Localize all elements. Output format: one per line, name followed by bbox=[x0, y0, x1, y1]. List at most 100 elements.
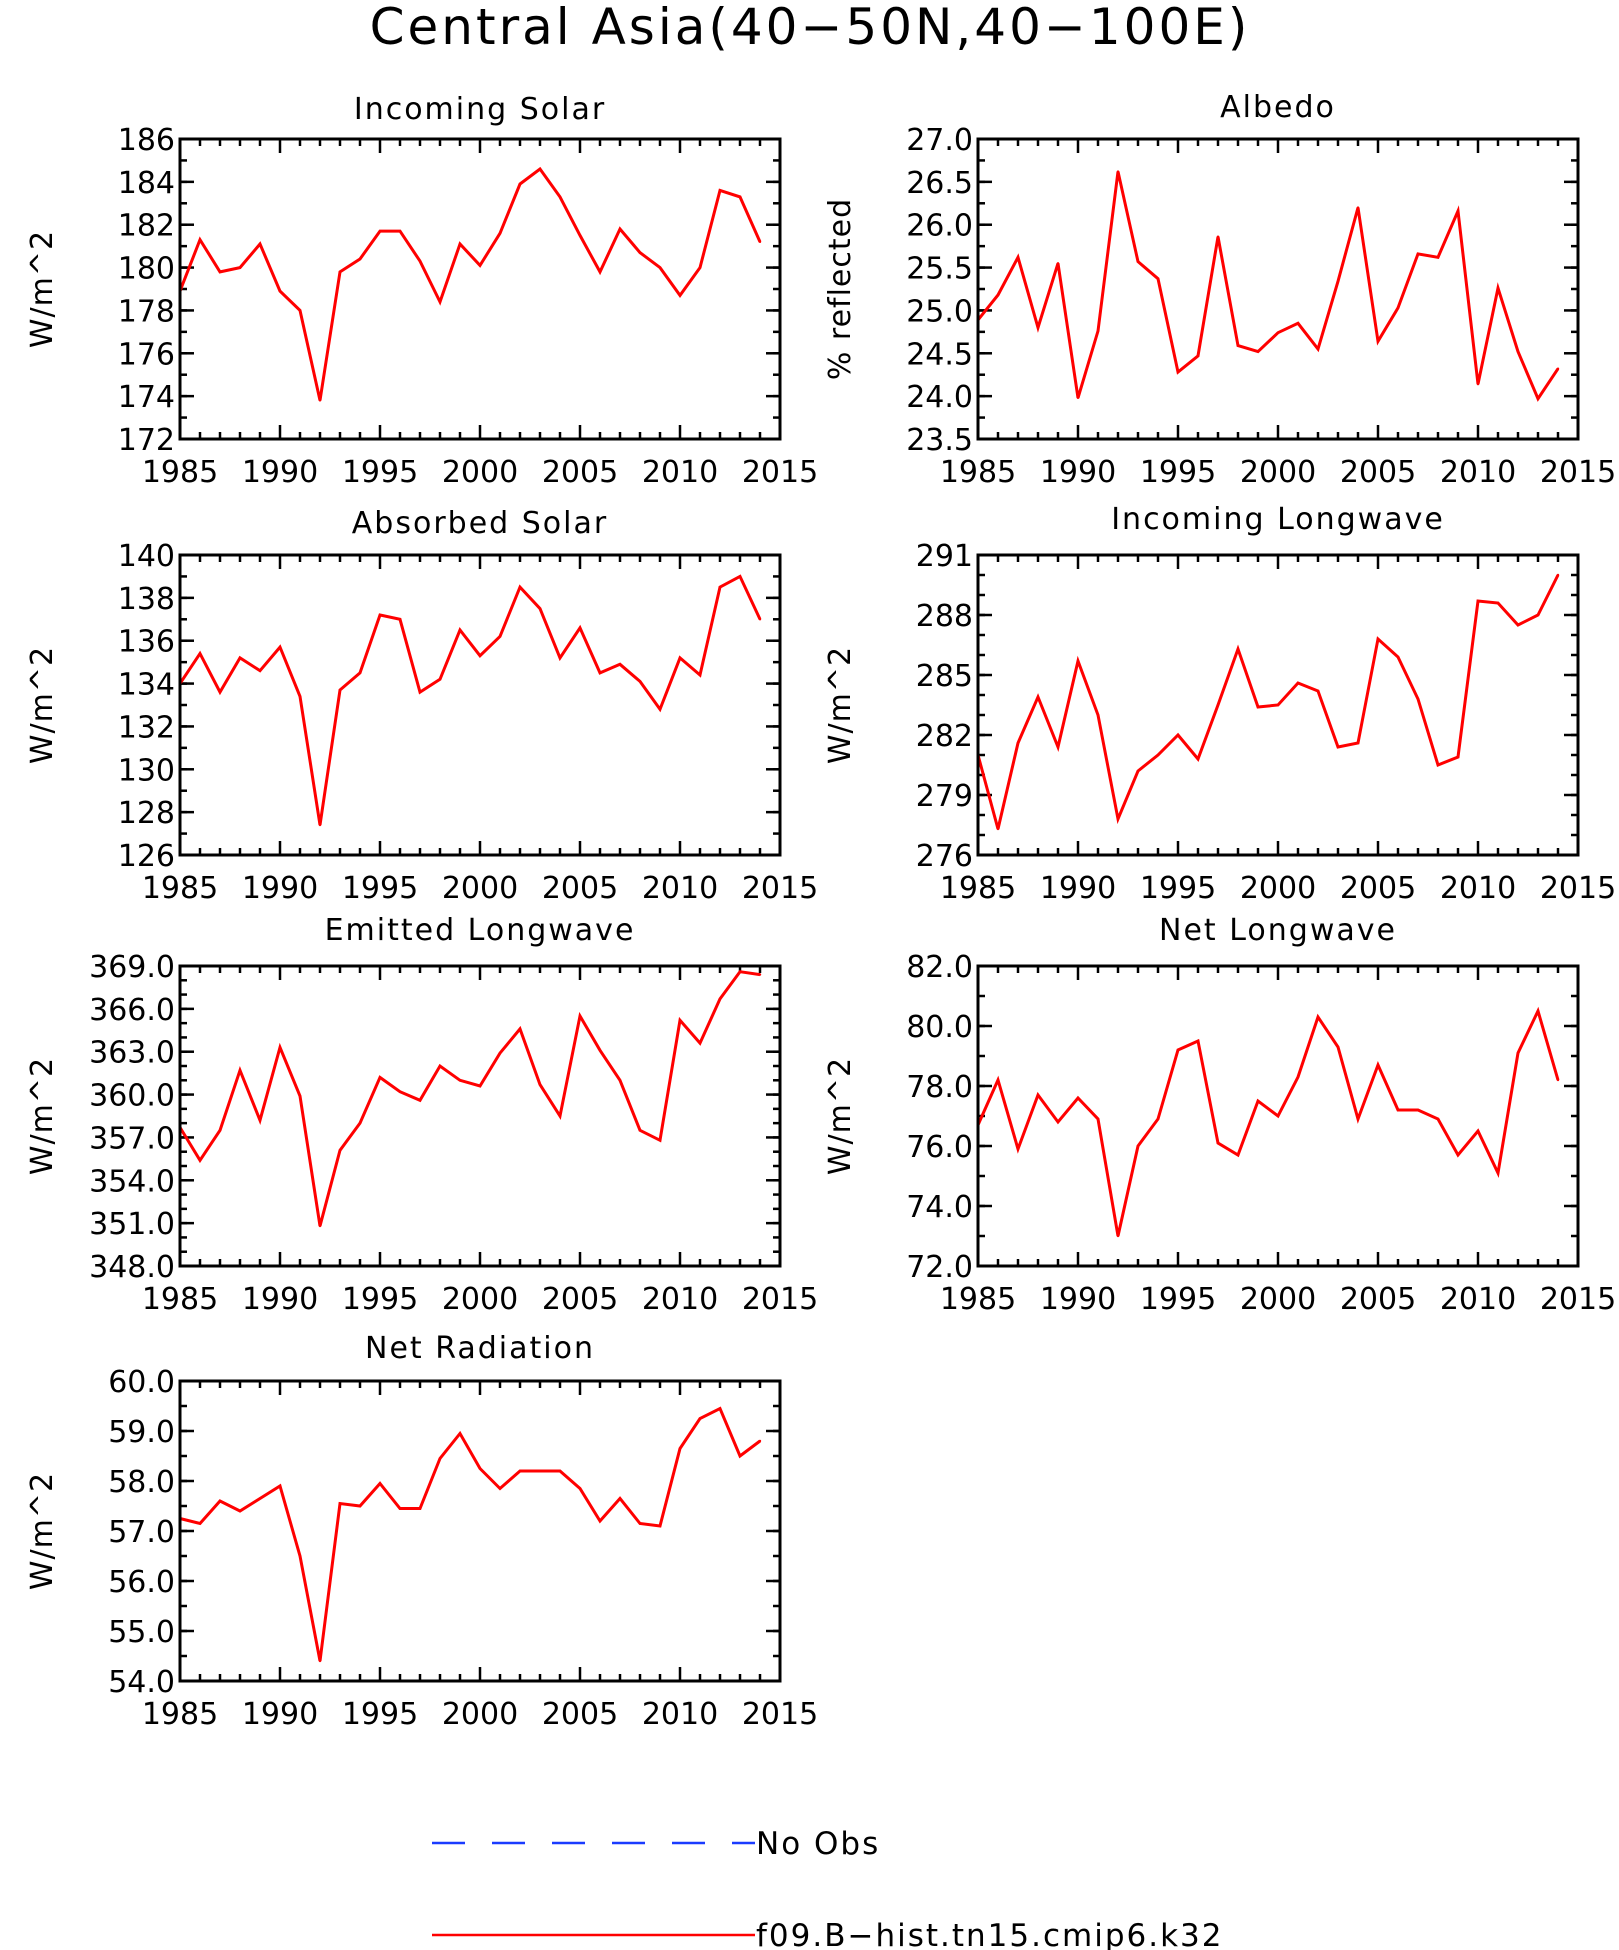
x-tick-label: 1985 bbox=[940, 1282, 1016, 1317]
y-tick-label: 82.0 bbox=[906, 950, 973, 985]
data-point bbox=[1496, 1171, 1500, 1175]
x-tick-label: 2005 bbox=[1340, 1282, 1416, 1317]
y-tick-label: 23.5 bbox=[906, 423, 973, 458]
y-tick-label: 25.0 bbox=[906, 294, 973, 329]
data-point bbox=[598, 270, 602, 274]
y-tick-label: 348.0 bbox=[89, 1250, 175, 1285]
x-tick-label: 1985 bbox=[940, 455, 1016, 490]
x-tick-label: 2000 bbox=[1240, 1282, 1316, 1317]
data-point bbox=[1156, 1117, 1160, 1121]
data-point bbox=[478, 654, 482, 657]
x-tick-label: 2015 bbox=[1540, 871, 1616, 906]
data-point bbox=[1136, 260, 1140, 263]
y-tick-label: 78.0 bbox=[906, 1070, 973, 1105]
data-point bbox=[1256, 705, 1260, 709]
data-point bbox=[1476, 599, 1480, 603]
data-point bbox=[1536, 397, 1540, 400]
y-tick-label: 76.0 bbox=[906, 1130, 973, 1165]
data-point bbox=[1216, 703, 1220, 707]
data-point bbox=[538, 1469, 542, 1473]
data-point bbox=[278, 1484, 282, 1488]
data-point bbox=[1376, 1063, 1380, 1067]
data-point bbox=[1096, 1117, 1100, 1121]
y-tick-label: 26.0 bbox=[906, 209, 973, 244]
y-tick-label: 174 bbox=[118, 380, 175, 415]
plot-frame-absorbed-solar bbox=[178, 553, 782, 857]
x-tick-label: 2015 bbox=[1540, 455, 1616, 490]
data-point bbox=[698, 266, 702, 269]
data-point bbox=[1416, 1108, 1420, 1112]
y-tick-label: 184 bbox=[118, 166, 175, 201]
data-point bbox=[1496, 601, 1500, 605]
data-point bbox=[418, 690, 422, 694]
data-point bbox=[498, 232, 502, 235]
data-point bbox=[558, 195, 562, 199]
data-point bbox=[678, 656, 682, 660]
panel-incoming-longwave: Incoming Longwave W/m^2 1985 1990 1995 2000 20… bbox=[823, 502, 1616, 906]
panel-albedo: Albedo % reflected 1985 1990 1995 2000 2005 201… bbox=[823, 90, 1616, 490]
data-point bbox=[1516, 1051, 1520, 1055]
plot-frame-net-longwave bbox=[976, 964, 1580, 1268]
x-tick-label: 2000 bbox=[442, 455, 518, 490]
x-tick-label: 1995 bbox=[342, 455, 418, 490]
panel-emitted-longwave: Emitted Longwave W/m^2 1985 1990 1995 2000 200… bbox=[25, 913, 818, 1317]
data-point bbox=[718, 189, 722, 192]
plot-frame-incoming-longwave bbox=[976, 553, 1580, 857]
data-point bbox=[1556, 1078, 1560, 1082]
data-point bbox=[298, 1094, 302, 1098]
data-point bbox=[738, 575, 742, 578]
x-tick-label: 2015 bbox=[742, 1282, 818, 1317]
data-point bbox=[218, 270, 222, 274]
data-point bbox=[638, 251, 642, 254]
x-tick-label: 1995 bbox=[1140, 1282, 1216, 1317]
data-point bbox=[1336, 280, 1340, 283]
data-point bbox=[218, 690, 222, 694]
data-point bbox=[1216, 235, 1220, 238]
x-tick-label: 2005 bbox=[542, 1697, 618, 1732]
data-point bbox=[318, 1659, 322, 1663]
data-point bbox=[238, 656, 242, 660]
y-tick-label: 186 bbox=[118, 123, 175, 158]
x-tick-label: 2010 bbox=[642, 1282, 718, 1317]
x-tick-label: 2005 bbox=[1340, 455, 1416, 490]
y-tick-label: 27.0 bbox=[906, 123, 973, 158]
data-point bbox=[598, 1049, 602, 1052]
data-point bbox=[438, 1457, 442, 1460]
data-point bbox=[1116, 817, 1120, 821]
data-point bbox=[298, 309, 302, 312]
y-tick-label: 134 bbox=[118, 668, 175, 703]
data-point bbox=[598, 671, 602, 675]
x-tick-label: 2015 bbox=[1540, 1282, 1616, 1317]
data-point bbox=[1316, 689, 1320, 693]
x-tick-label: 1995 bbox=[1140, 871, 1216, 906]
panel-title-absorbed-solar: Absorbed Solar bbox=[352, 506, 608, 541]
data-point bbox=[258, 669, 262, 672]
data-point bbox=[558, 1469, 562, 1473]
data-point bbox=[318, 399, 322, 402]
x-tick-label: 1995 bbox=[342, 1282, 418, 1317]
y-tick-label: 126 bbox=[118, 839, 175, 874]
data-point bbox=[398, 618, 402, 621]
data-point bbox=[1176, 370, 1180, 374]
x-tick-label: 2000 bbox=[1240, 871, 1316, 906]
panel-net-radiation: Net Radiation W/m^2 1985 1990 1995 2000 2005 20… bbox=[25, 1331, 818, 1732]
data-point bbox=[458, 1079, 462, 1082]
data-point bbox=[618, 1079, 622, 1082]
data-point bbox=[278, 645, 282, 649]
y-tick-label: 54.0 bbox=[108, 1665, 175, 1700]
data-point bbox=[1196, 757, 1200, 761]
y-tick-label: 130 bbox=[118, 753, 175, 788]
panel-absorbed-solar: Absorbed Solar W/m^2 1985 1990 1995 2000 2005 2… bbox=[25, 506, 818, 906]
y-tick-label: 180 bbox=[118, 252, 175, 287]
data-point bbox=[618, 227, 622, 231]
data-point bbox=[1396, 1108, 1400, 1112]
panel-incoming-solar: Incoming Solar W/m^2 1985 1990 1995 2000 2005 2… bbox=[25, 92, 818, 490]
y-tick-label: 24.5 bbox=[906, 337, 973, 372]
data-point bbox=[738, 970, 742, 973]
y-axis-label-albedo: % reflected bbox=[823, 198, 858, 380]
chart-panels: Incoming Solar W/m^2 1985 1990 1995 2000 2005 2… bbox=[25, 90, 1616, 1732]
data-point bbox=[718, 997, 722, 1001]
x-tick-label: 1990 bbox=[242, 1282, 318, 1317]
y-tick-label: 363.0 bbox=[89, 1036, 175, 1071]
data-point bbox=[258, 242, 262, 246]
